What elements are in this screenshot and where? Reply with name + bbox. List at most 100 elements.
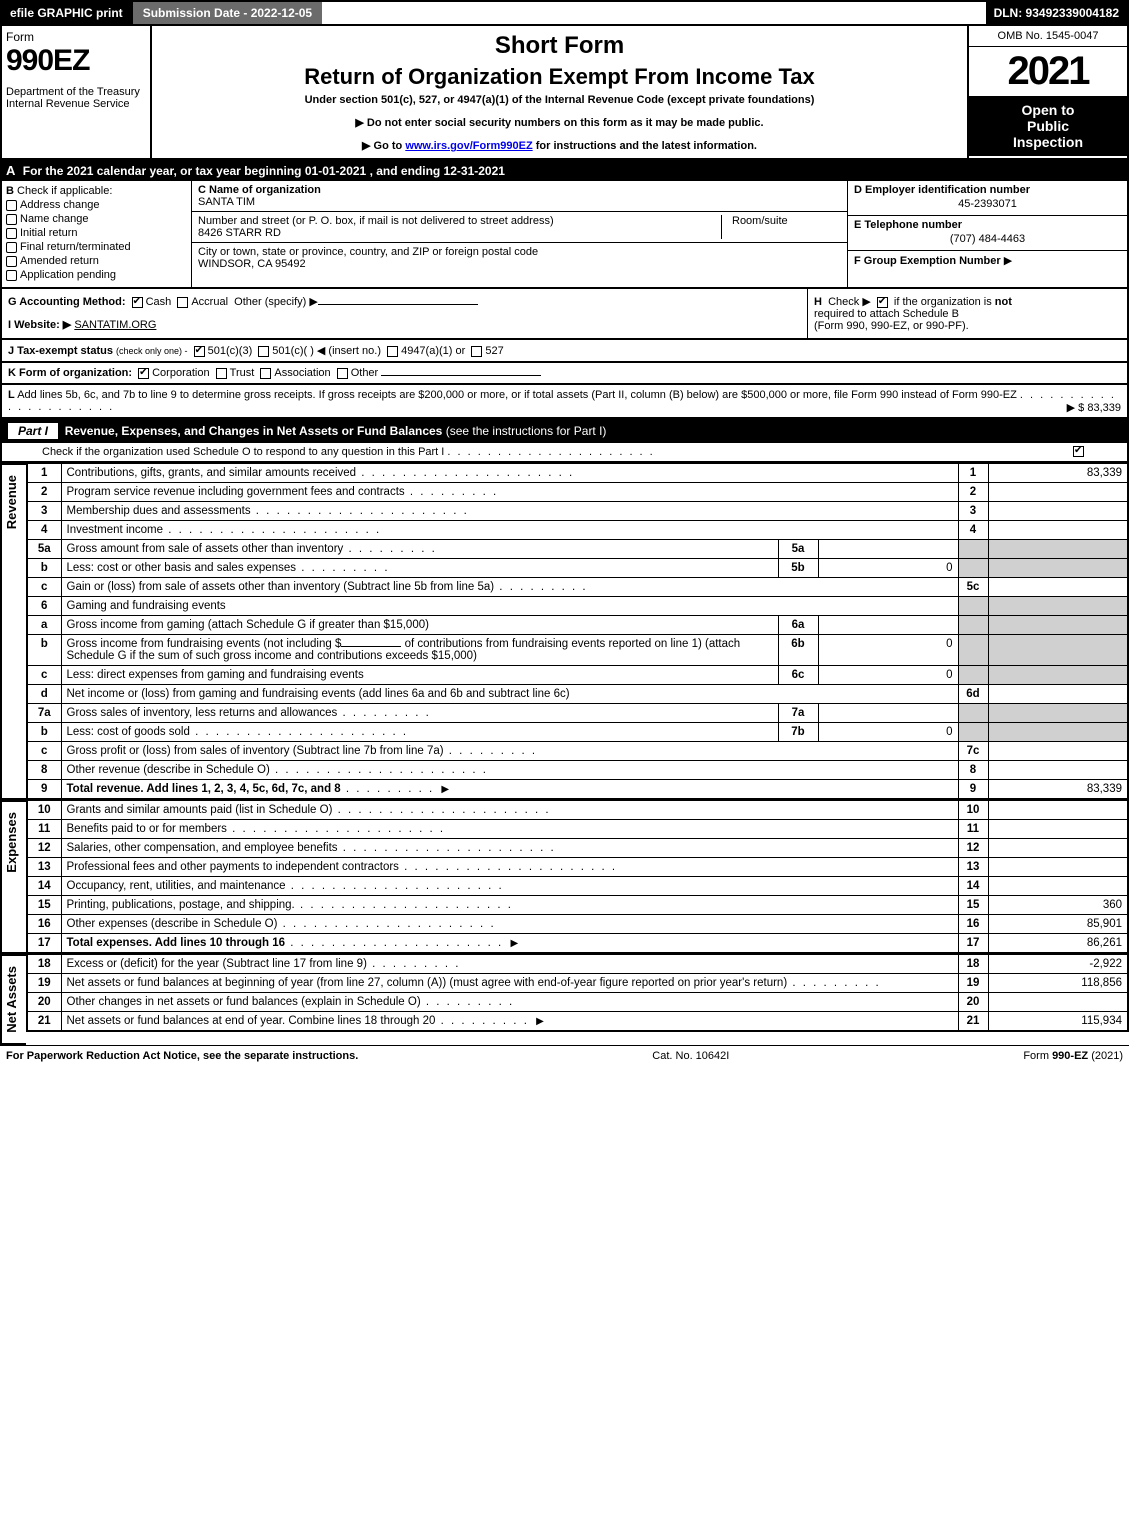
part1-check-line: Check if the organization used Schedule …: [0, 443, 1129, 463]
line-8-amt: [988, 761, 1128, 780]
revenue-table: 1Contributions, gifts, grants, and simil…: [26, 463, 1129, 800]
col-b-label: B: [6, 185, 14, 197]
l-amount: ▶ $ 83,339: [1067, 401, 1121, 414]
line-6d-amt: [988, 685, 1128, 704]
line-1-num: 1: [27, 464, 61, 483]
telephone-label: E Telephone number: [854, 219, 1121, 231]
checkbox-application-pending[interactable]: [6, 270, 17, 281]
footer-right-post: (2021): [1088, 1050, 1123, 1062]
footer-right-bold: 990-EZ: [1052, 1050, 1088, 1062]
submission-date: Submission Date - 2022-12-05: [131, 2, 322, 24]
line-5b-num: b: [27, 559, 61, 578]
expenses-side-text: Expenses: [2, 802, 21, 883]
checkbox-4947[interactable]: [387, 346, 398, 357]
expenses-section: Expenses 10Grants and similar amounts pa…: [0, 800, 1129, 954]
org-name: SANTA TIM: [198, 196, 841, 208]
line-7a-samt: [818, 704, 958, 723]
checkbox-schedule-b[interactable]: [877, 297, 888, 308]
line-15-num: 15: [27, 896, 61, 915]
line-9-num: 9: [27, 780, 61, 800]
column-de: D Employer identification number 45-2393…: [847, 181, 1127, 287]
line-3-num: 3: [27, 502, 61, 521]
netassets-side-label: Net Assets: [0, 954, 26, 1045]
checkbox-address-change[interactable]: [6, 200, 17, 211]
checkbox-501c[interactable]: [258, 346, 269, 357]
line-11-text: Benefits paid to or for members: [67, 823, 227, 835]
line-7c-num: c: [27, 742, 61, 761]
checkbox-accrual[interactable]: [177, 297, 188, 308]
form-number: 990EZ: [6, 44, 146, 78]
line-5c-num: c: [27, 578, 61, 597]
cash-label: Cash: [146, 296, 172, 308]
line-14-num: 14: [27, 877, 61, 896]
line-5b-samt: 0: [818, 559, 958, 578]
line-1-amt: 83,339: [988, 464, 1128, 483]
h-check-text: Check ▶: [828, 296, 871, 308]
main-title: Return of Organization Exempt From Incom…: [156, 64, 963, 90]
h-text4: (Form 990, 990-EZ, or 990-PF).: [814, 320, 1121, 332]
checkbox-name-change[interactable]: [6, 214, 17, 225]
line-6d-num: d: [27, 685, 61, 704]
line-4-num: 4: [27, 521, 61, 540]
line-7a-num: 7a: [27, 704, 61, 723]
line-6b-text1: Gross income from fundraising events (no…: [67, 638, 342, 650]
h-text3: required to attach Schedule B: [814, 308, 1121, 320]
efile-label[interactable]: efile GRAPHIC print: [2, 2, 131, 24]
open-to-public: Open to Public Inspection: [969, 96, 1127, 156]
line-19-rn: 19: [958, 974, 988, 993]
part1-check-dots: [447, 446, 654, 458]
l-text: Add lines 5b, 6c, and 7b to line 9 to de…: [17, 389, 1017, 401]
line-20-rn: 20: [958, 993, 988, 1012]
goto-post: for instructions and the latest informat…: [533, 140, 757, 152]
checkbox-amended-return[interactable]: [6, 256, 17, 267]
line-10-text: Grants and similar amounts paid (list in…: [67, 804, 333, 816]
footer-left: For Paperwork Reduction Act Notice, see …: [6, 1050, 358, 1062]
line-2-num: 2: [27, 483, 61, 502]
line-7c-text: Gross profit or (loss) from sales of inv…: [67, 745, 444, 757]
checkbox-501c3[interactable]: [194, 346, 205, 357]
checkbox-cash[interactable]: [132, 297, 143, 308]
open-line1: Open to: [973, 102, 1123, 118]
checkbox-final-return[interactable]: [6, 242, 17, 253]
revenue-side-text: Revenue: [2, 465, 21, 539]
line-7c-rn: 7c: [958, 742, 988, 761]
city-value: WINDSOR, CA 95492: [198, 258, 841, 270]
checkbox-corporation[interactable]: [138, 368, 149, 379]
open-line3: Inspection: [973, 134, 1123, 150]
other-specify-line[interactable]: [318, 304, 478, 305]
checkbox-initial-return[interactable]: [6, 228, 17, 239]
checkbox-trust[interactable]: [216, 368, 227, 379]
line-15-rn: 15: [958, 896, 988, 915]
line-8-rn: 8: [958, 761, 988, 780]
footer-right-pre: Form: [1023, 1050, 1052, 1062]
cb-label-2: Initial return: [20, 227, 77, 239]
line-12-num: 12: [27, 839, 61, 858]
telephone-value: (707) 484-4463: [854, 231, 1121, 247]
line-19-text: Net assets or fund balances at beginning…: [67, 977, 788, 989]
line-6a-samt: [818, 616, 958, 635]
line-17-num: 17: [27, 934, 61, 954]
form-header: Form 990EZ Department of the Treasury In…: [0, 26, 1129, 160]
line-6b-blank[interactable]: [341, 646, 401, 647]
expenses-side-label: Expenses: [0, 800, 26, 954]
opt-527: 527: [485, 345, 503, 357]
line-5b-sn: 5b: [778, 559, 818, 578]
checkbox-schedule-o[interactable]: [1073, 446, 1084, 457]
part1-title: Revenue, Expenses, and Changes in Net As…: [65, 424, 443, 438]
form-word: Form: [6, 30, 146, 44]
top-bar: efile GRAPHIC print Submission Date - 20…: [0, 0, 1129, 26]
checkbox-association[interactable]: [260, 368, 271, 379]
line-11-rn: 11: [958, 820, 988, 839]
line-2-rn: 2: [958, 483, 988, 502]
line-7c-amt: [988, 742, 1128, 761]
opt-corp: Corporation: [152, 367, 209, 379]
line-6d-rn: 6d: [958, 685, 988, 704]
checkbox-other-org[interactable]: [337, 368, 348, 379]
line-12-amt: [988, 839, 1128, 858]
header-center: Short Form Return of Organization Exempt…: [152, 26, 967, 158]
irs-link[interactable]: www.irs.gov/Form990EZ: [405, 140, 532, 152]
other-org-line[interactable]: [381, 375, 541, 376]
room-suite-label: Room/suite: [721, 215, 841, 239]
checkbox-527[interactable]: [471, 346, 482, 357]
line-3-rn: 3: [958, 502, 988, 521]
